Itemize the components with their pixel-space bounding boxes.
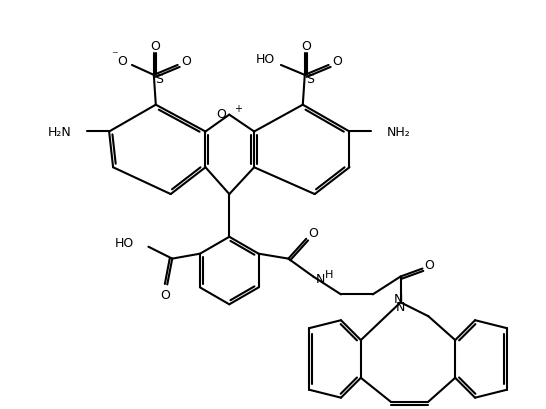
Text: N: N bbox=[316, 272, 325, 285]
Text: O: O bbox=[333, 55, 342, 68]
Text: NH₂: NH₂ bbox=[387, 126, 411, 139]
Text: O: O bbox=[150, 40, 160, 52]
Text: O: O bbox=[182, 55, 192, 68]
Text: N: N bbox=[394, 292, 403, 305]
Text: HO: HO bbox=[115, 237, 134, 249]
Text: O: O bbox=[117, 55, 127, 68]
Text: O: O bbox=[161, 288, 170, 301]
Text: S: S bbox=[155, 73, 163, 86]
Text: H: H bbox=[325, 269, 334, 279]
Text: +: + bbox=[234, 103, 242, 113]
Text: H₂N: H₂N bbox=[48, 126, 72, 139]
Text: ⁻: ⁻ bbox=[111, 49, 117, 62]
Text: S: S bbox=[306, 73, 314, 86]
Text: N: N bbox=[396, 300, 405, 313]
Text: O: O bbox=[308, 227, 318, 240]
Text: O: O bbox=[216, 108, 227, 121]
Text: O: O bbox=[424, 258, 434, 272]
Text: O: O bbox=[301, 40, 311, 52]
Text: HO: HO bbox=[256, 53, 275, 66]
